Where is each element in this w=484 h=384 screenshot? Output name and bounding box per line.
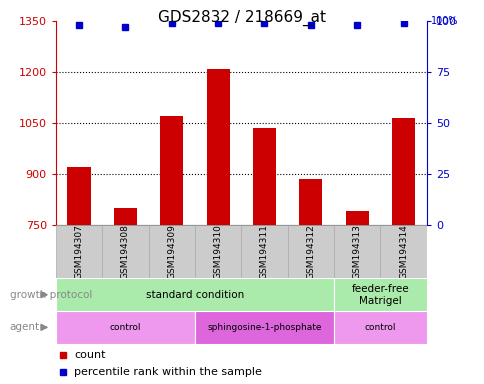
Text: standard condition: standard condition — [146, 290, 243, 300]
Bar — [333, 278, 426, 311]
Text: growth protocol: growth protocol — [10, 290, 92, 300]
Text: GDS2832 / 218669_at: GDS2832 / 218669_at — [158, 10, 326, 26]
Text: 100%: 100% — [430, 16, 457, 26]
Bar — [287, 225, 333, 278]
Text: GSM194313: GSM194313 — [352, 224, 361, 279]
Bar — [252, 128, 275, 225]
Text: feeder-free
Matrigel: feeder-free Matrigel — [351, 284, 408, 306]
Text: sphingosine-1-phosphate: sphingosine-1-phosphate — [207, 323, 321, 332]
Bar — [333, 311, 426, 344]
Text: GSM194312: GSM194312 — [306, 224, 315, 279]
Bar — [67, 167, 91, 225]
Text: GSM194308: GSM194308 — [121, 224, 130, 279]
Bar — [148, 225, 195, 278]
Bar — [206, 69, 229, 225]
Bar — [299, 179, 322, 225]
Bar — [160, 116, 183, 225]
Text: control: control — [364, 323, 395, 332]
Bar — [114, 208, 136, 225]
Bar — [195, 311, 333, 344]
Bar — [56, 225, 102, 278]
Text: GSM194309: GSM194309 — [167, 224, 176, 279]
Text: GSM194314: GSM194314 — [398, 224, 407, 279]
Text: agent: agent — [10, 322, 40, 333]
Text: percentile rank within the sample: percentile rank within the sample — [74, 366, 262, 377]
Bar — [333, 225, 379, 278]
Bar — [56, 278, 333, 311]
Bar — [102, 225, 148, 278]
Text: GSM194310: GSM194310 — [213, 224, 222, 279]
Bar — [379, 225, 426, 278]
Bar — [391, 118, 414, 225]
Text: GSM194307: GSM194307 — [75, 224, 83, 279]
Text: count: count — [74, 350, 106, 360]
Text: control: control — [109, 323, 141, 332]
Bar — [241, 225, 287, 278]
Bar — [345, 211, 368, 225]
Text: GSM194311: GSM194311 — [259, 224, 269, 279]
Bar — [56, 311, 195, 344]
Bar — [195, 225, 241, 278]
